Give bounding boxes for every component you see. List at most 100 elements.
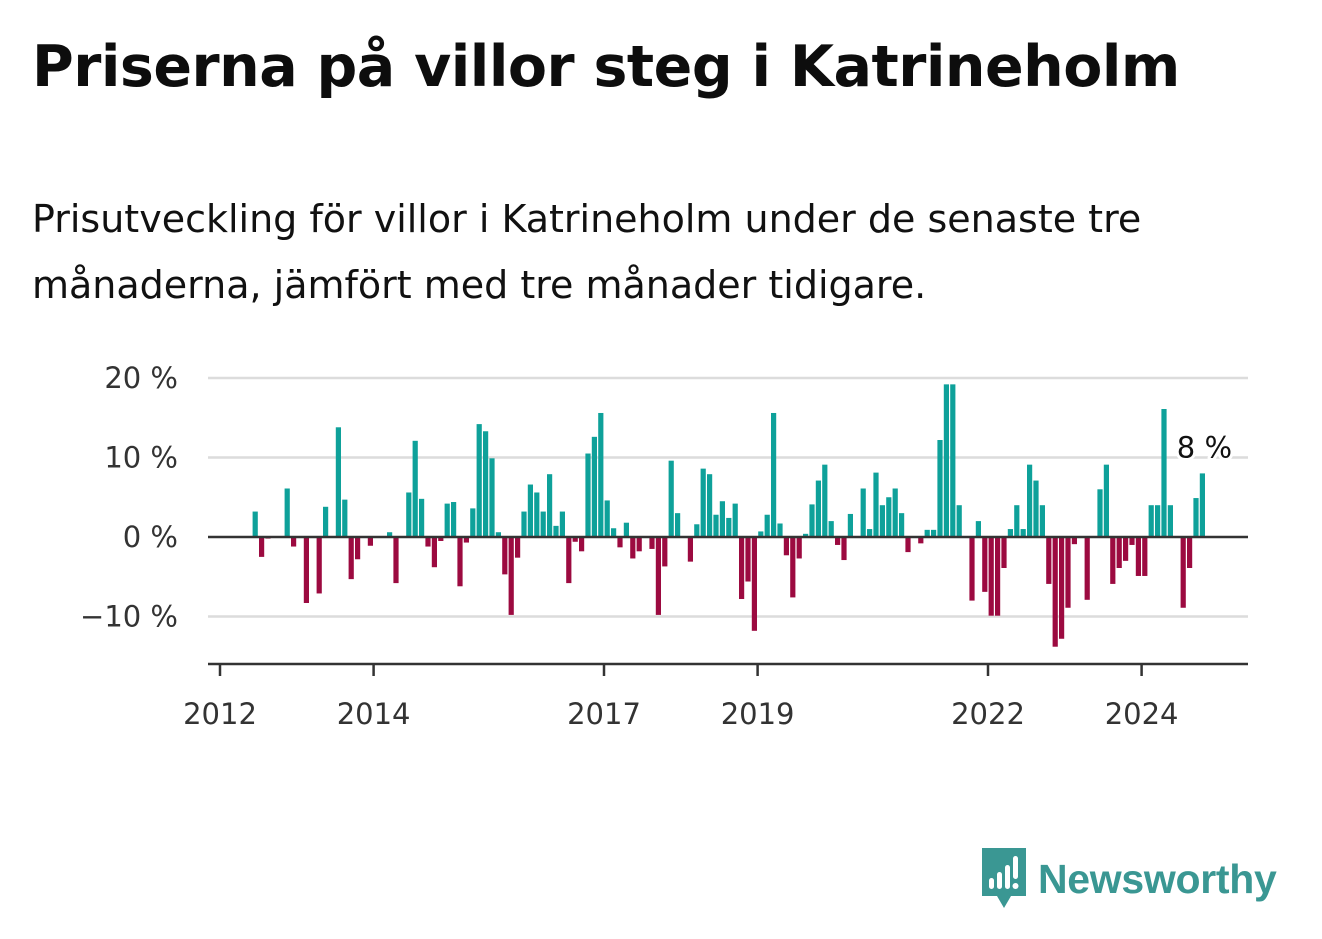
bar — [1129, 537, 1135, 545]
bar — [547, 474, 553, 537]
bar — [745, 537, 751, 582]
bar — [918, 537, 924, 544]
x-tick-label: 2012 — [183, 697, 257, 731]
bar — [483, 431, 489, 537]
newsworthy-logo: Newsworthy — [980, 848, 1277, 910]
bar — [796, 537, 802, 559]
bar — [892, 488, 898, 537]
bar — [623, 522, 629, 537]
bar — [1180, 537, 1186, 608]
bar — [1084, 537, 1090, 600]
bar — [259, 537, 265, 557]
bar — [1199, 473, 1205, 537]
bar — [284, 488, 290, 537]
bar — [687, 537, 693, 562]
bar — [604, 500, 610, 537]
bar — [412, 440, 418, 537]
bar — [835, 537, 841, 545]
bar — [783, 537, 789, 556]
bar — [847, 513, 853, 537]
bar — [924, 529, 930, 538]
bar — [585, 453, 591, 537]
axes: −10 % 0 % 10 % 20 % 2012 2014 2017 2019 2022 2024 — [80, 361, 1248, 731]
bar — [444, 503, 450, 537]
y-tick-label: 0 % — [123, 520, 178, 554]
bar — [451, 502, 457, 537]
bar — [540, 511, 546, 537]
bar — [1052, 537, 1058, 647]
bar — [291, 537, 297, 547]
bar — [521, 511, 527, 537]
bar — [975, 521, 981, 537]
bar — [828, 521, 834, 537]
bar — [1014, 505, 1020, 537]
bar — [502, 537, 508, 575]
bar — [931, 529, 937, 538]
bars — [252, 384, 1205, 647]
bar — [387, 532, 393, 537]
bar — [598, 412, 604, 537]
bar — [662, 537, 668, 567]
bar — [1148, 505, 1154, 537]
bar — [764, 514, 770, 537]
brand-name: Newsworthy — [1038, 855, 1277, 902]
price-change-bar-chart: −10 % 0 % 10 % 20 % 2012 2014 2017 2019 2022 2024… — [80, 361, 1248, 731]
bar — [675, 513, 681, 537]
bar — [1123, 537, 1129, 561]
bar — [809, 504, 815, 537]
bar — [873, 472, 879, 537]
bar — [1116, 537, 1122, 568]
last-value-label: 8 % — [1177, 430, 1232, 464]
bar — [649, 537, 655, 549]
bar — [438, 537, 444, 541]
bar — [1155, 505, 1161, 537]
bar — [726, 517, 732, 537]
bar — [969, 537, 975, 601]
x-tick-label: 2014 — [337, 697, 411, 731]
bar — [1103, 464, 1109, 537]
bar — [489, 458, 495, 537]
page-title: Priserna på villor steg i Katrineholm — [32, 34, 1180, 100]
bar — [905, 537, 911, 553]
bar — [790, 537, 796, 598]
bar — [988, 537, 994, 616]
bar — [323, 506, 329, 537]
bar — [1110, 537, 1116, 584]
bar — [668, 460, 674, 537]
page-subtitle: Prisutveckling för villor i Katrineholm … — [32, 197, 1142, 307]
bar — [860, 488, 866, 537]
bar — [815, 480, 821, 538]
bar — [1161, 409, 1167, 537]
bar — [700, 468, 706, 537]
bar — [495, 532, 501, 537]
bar — [771, 412, 777, 537]
bar — [1167, 505, 1173, 537]
bar — [1001, 537, 1007, 568]
bar — [393, 537, 399, 584]
y-tick-label: 20 % — [104, 361, 178, 395]
bar — [886, 497, 892, 537]
bar — [655, 537, 661, 615]
bar — [1046, 537, 1052, 584]
bar — [425, 537, 431, 547]
bar — [431, 537, 437, 568]
bar — [899, 513, 905, 537]
bar — [707, 474, 713, 537]
bar — [636, 537, 642, 552]
bar — [1097, 489, 1103, 537]
bar — [758, 531, 764, 537]
bar — [822, 464, 828, 537]
bar — [995, 537, 1001, 616]
bar — [316, 537, 322, 594]
bar — [463, 537, 469, 543]
bar — [476, 424, 482, 537]
y-tick-label: 10 % — [104, 441, 178, 475]
x-tick-label: 2024 — [1105, 697, 1179, 731]
bar — [1142, 537, 1148, 576]
bar — [937, 440, 943, 537]
x-tick-label: 2017 — [567, 697, 641, 731]
bar — [943, 384, 949, 537]
bar — [1039, 505, 1045, 537]
bar — [719, 501, 725, 537]
bar — [617, 537, 623, 548]
